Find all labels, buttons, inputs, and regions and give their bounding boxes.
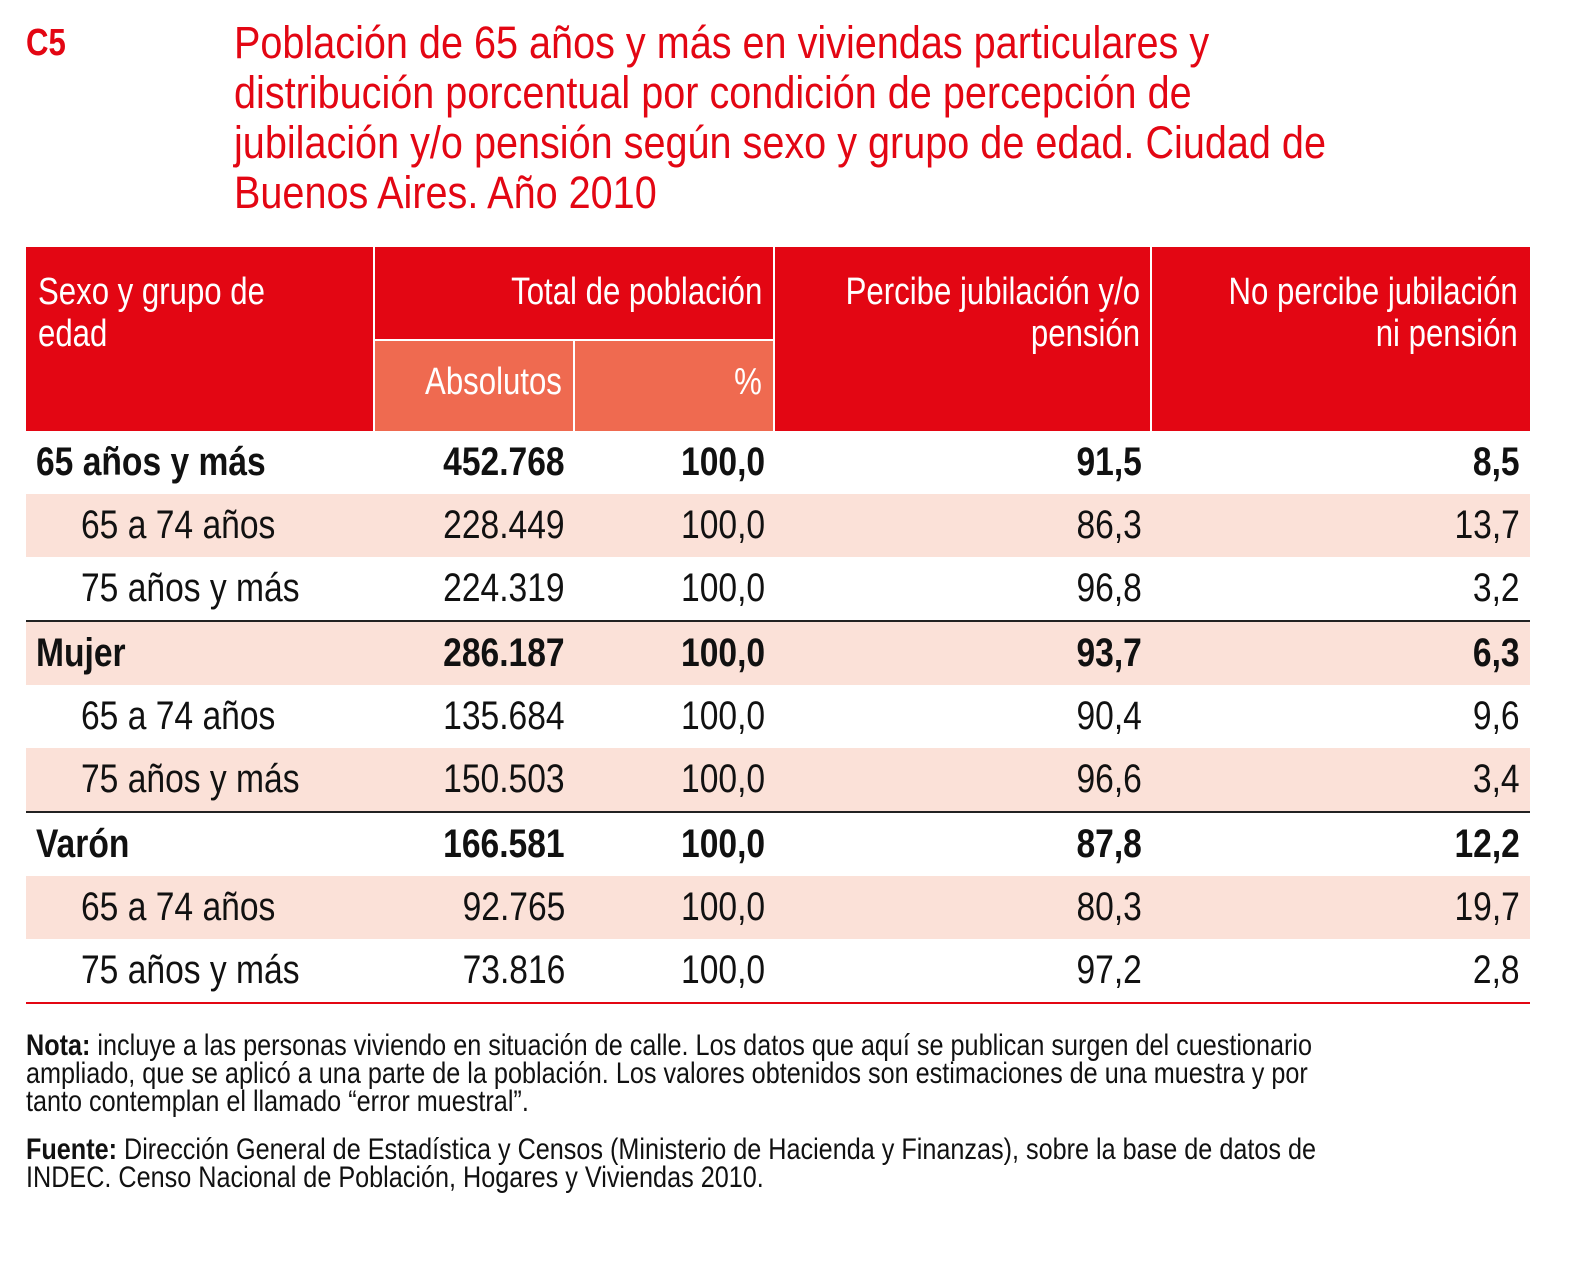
header-divider <box>375 339 775 341</box>
cell-absolutos: 166.581 <box>375 811 575 876</box>
row-label: 65 a 74 años <box>26 876 375 939</box>
row-label: 75 años y más <box>26 748 375 812</box>
row-label: 75 años y más <box>81 566 300 610</box>
header-porcentaje: % <box>734 361 762 403</box>
note-line: tanto contemplan el llamado “error muest… <box>26 1085 529 1118</box>
cell-percibe: 96,8 <box>1076 566 1142 610</box>
row-label: Mujer <box>26 620 375 685</box>
header-no-percibe: No percibe jubilación ni pensión <box>1228 271 1518 355</box>
table-row: 65 a 74 años 228.449 100,0 86,3 13,7 <box>26 494 1530 557</box>
cell-no-percibe: 6,3 <box>1152 620 1530 685</box>
cell-no-percibe: 19,7 <box>1152 876 1530 939</box>
cell-porcentaje: 100,0 <box>575 494 775 557</box>
note-label: Nota: <box>26 1029 91 1062</box>
row-label: 65 años y más <box>36 440 266 484</box>
cell-porcentaje: 100,0 <box>680 566 765 610</box>
source-line: INDEC. Censo Nacional de Población, Hoga… <box>26 1161 764 1194</box>
table-row: 65 a 74 años 135.684 100,0 90,4 9,6 <box>26 685 1530 748</box>
cell-porcentaje: 100,0 <box>575 748 775 812</box>
note-line: ampliado, que se aplicó a una parte de l… <box>26 1057 1308 1090</box>
row-label: 65 a 74 años <box>26 494 375 557</box>
table-row: 75 años y más 73.816 100,0 97,2 2,8 <box>26 939 1530 1004</box>
title-line: Buenos Aires. Año 2010 <box>234 167 657 218</box>
cell-percibe: 93,7 <box>775 620 1152 685</box>
table-row: 65 a 74 años 92.765 100,0 80,3 19,7 <box>26 876 1530 939</box>
cell-no-percibe: 8,5 <box>1473 440 1520 484</box>
note-paragraph: Nota: incluye a las personas viviendo en… <box>26 1029 1530 1118</box>
cell-percibe: 87,8 <box>775 811 1152 876</box>
cell-no-percibe: 3,4 <box>1152 748 1530 812</box>
table-body: 65 años y más 452.768 100,0 91,5 8,5 65 … <box>26 431 1530 1004</box>
row-label: Varón <box>26 811 375 876</box>
header-total-poblacion: Total de población <box>510 271 762 313</box>
header-sexo-grupo-edad: Sexo y grupo de edad <box>38 271 265 355</box>
table-row: 75 años y más 150.503 100,0 96,6 3,4 <box>26 748 1530 812</box>
cell-percibe: 97,2 <box>775 939 1152 1004</box>
header-percibe: Percibe jubilación y/o pensión <box>845 271 1140 355</box>
note-line: Nota: incluye a las personas viviendo en… <box>26 1029 1312 1062</box>
header-divider <box>1150 247 1152 431</box>
table-code: C5 <box>26 22 66 64</box>
cell-no-percibe: 9,6 <box>1473 694 1520 738</box>
source-paragraph: Fuente: Dirección General de Estadística… <box>26 1133 1530 1194</box>
table-row: Varón 166.581 100,0 87,8 12,2 <box>26 811 1530 876</box>
table-row: Mujer 286.187 100,0 93,7 6,3 <box>26 620 1530 685</box>
table-row: 75 años y más 224.319 100,0 96,8 3,2 <box>26 557 1530 621</box>
cell-percibe: 90,4 <box>1076 694 1142 738</box>
cell-no-percibe: 3,2 <box>1473 566 1520 610</box>
header-absolutos: Absolutos <box>425 361 562 403</box>
cell-no-percibe: 2,8 <box>1152 939 1530 1004</box>
table-row: 65 años y más 452.768 100,0 91,5 8,5 <box>26 431 1530 494</box>
subheader-background <box>375 340 775 431</box>
cell-absolutos: 286.187 <box>375 620 575 685</box>
cell-absolutos: 150.503 <box>375 748 575 812</box>
cell-porcentaje: 100,0 <box>575 939 775 1004</box>
cell-absolutos: 73.816 <box>375 939 575 1004</box>
data-table: Sexo y grupo de edad Total de población … <box>26 247 1530 1004</box>
cell-porcentaje: 100,0 <box>680 694 765 738</box>
cell-absolutos: 228.449 <box>375 494 575 557</box>
cell-no-percibe: 12,2 <box>1152 811 1530 876</box>
cell-percibe: 86,3 <box>775 494 1152 557</box>
footnotes: Nota: incluye a las personas viviendo en… <box>26 1029 1530 1212</box>
cell-porcentaje: 100,0 <box>575 811 775 876</box>
cell-absolutos: 224.319 <box>443 566 565 610</box>
header-divider <box>573 340 575 431</box>
title-line: Población de 65 años y más en viviendas … <box>234 17 1210 68</box>
header-divider <box>373 247 375 431</box>
cell-porcentaje: 100,0 <box>575 620 775 685</box>
title-line: jubilación y/o pensión según sexo y grup… <box>234 117 1326 168</box>
cell-porcentaje: 100,0 <box>575 876 775 939</box>
source-label: Fuente: <box>26 1133 117 1166</box>
source-line: Fuente: Dirección General de Estadística… <box>26 1133 1317 1166</box>
table-header: Sexo y grupo de edad Total de población … <box>26 247 1530 431</box>
cell-porcentaje: 100,0 <box>680 440 765 484</box>
cell-absolutos: 135.684 <box>443 694 565 738</box>
cell-absolutos: 92.765 <box>375 876 575 939</box>
row-label: 65 a 74 años <box>81 694 276 738</box>
cell-percibe: 96,6 <box>775 748 1152 812</box>
cell-percibe: 91,5 <box>1076 440 1142 484</box>
table-title: Población de 65 años y más en viviendas … <box>234 18 1484 218</box>
cell-percibe: 80,3 <box>775 876 1152 939</box>
cell-no-percibe: 13,7 <box>1152 494 1530 557</box>
row-label: 75 años y más <box>26 939 375 1004</box>
cell-absolutos: 452.768 <box>443 440 565 484</box>
title-line: distribución porcentual por condición de… <box>234 67 1192 118</box>
